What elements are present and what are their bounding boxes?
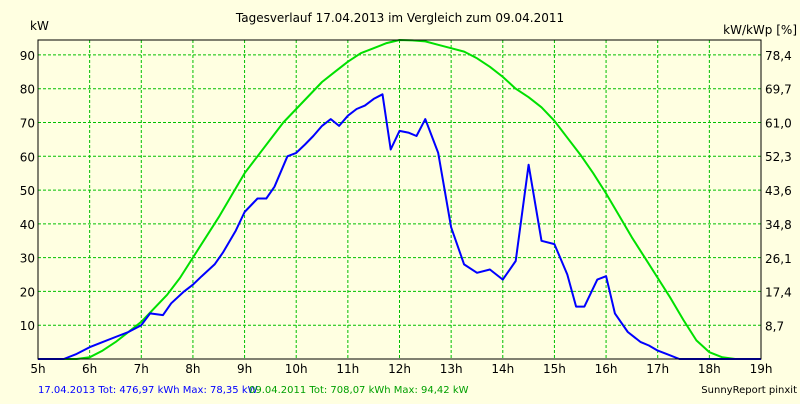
x-tick-label: 19h [750,362,773,376]
y-tick-label: 10 [20,319,35,333]
legend-series-1: 17.04.2013 Tot: 476,97 kWh Max: 78,35 kW [38,385,258,396]
y2-tick-label: 52,3 [765,150,792,164]
y-tick-label: 70 [20,117,35,131]
y2-axis-label: kW/kWp [%] [723,23,797,37]
series-line-1 [38,93,761,360]
x-tick-label: 7h [134,362,149,376]
x-tick-label: 10h [285,362,308,376]
x-tick-label: 14h [491,362,514,376]
y2-tick-label: 43,6 [765,184,792,198]
y-tick-label: 50 [20,184,35,198]
y-tick-label: 40 [20,218,35,232]
y-tick-label: 80 [20,83,35,97]
tick-labels: 5h 6h 7h 8h 9h 10h 11h 12h 13h 14h 15h 16h 17h 18h 19h… [20,49,792,376]
y2-tick-label: 17,4 [765,286,792,300]
x-tick-label: 8h [185,362,200,376]
y2-tick-label: 26,1 [765,252,792,266]
y2-tick-label: 78,4 [765,49,792,63]
plot-frame [37,39,762,360]
x-tick-label: 18h [698,362,721,376]
y2-tick-label: 61,0 [765,116,792,130]
x-tick-label: 15h [543,362,566,376]
y2-tick-label: 34,8 [765,218,792,232]
grid-lines [38,40,761,359]
y2-tick-label: 69,7 [765,83,792,97]
chart-title: Tagesverlauf 17.04.2013 im Vergleich zum… [235,11,564,25]
y-tick-label: 30 [20,252,35,266]
x-tick-label: 6h [82,362,97,376]
y-tick-label: 20 [20,285,35,299]
x-tick-label: 13h [440,362,463,376]
y2-tick-label: 8,7 [765,319,784,333]
x-tick-label: 17h [646,362,669,376]
credit-text: SunnyReport pinxit [701,385,797,396]
y-axis-label: kW [30,19,49,33]
x-tick-label: 9h [237,362,252,376]
x-tick-label: 11h [336,362,359,376]
x-tick-label: 16h [595,362,618,376]
legend-series-2: 09.04.2011 Tot: 708,07 kWh Max: 94,42 kW [249,385,469,396]
y-tick-label: 90 [20,49,35,63]
x-tick-label: 5h [30,362,45,376]
y-tick-label: 60 [20,150,35,164]
x-tick-label: 12h [388,362,411,376]
